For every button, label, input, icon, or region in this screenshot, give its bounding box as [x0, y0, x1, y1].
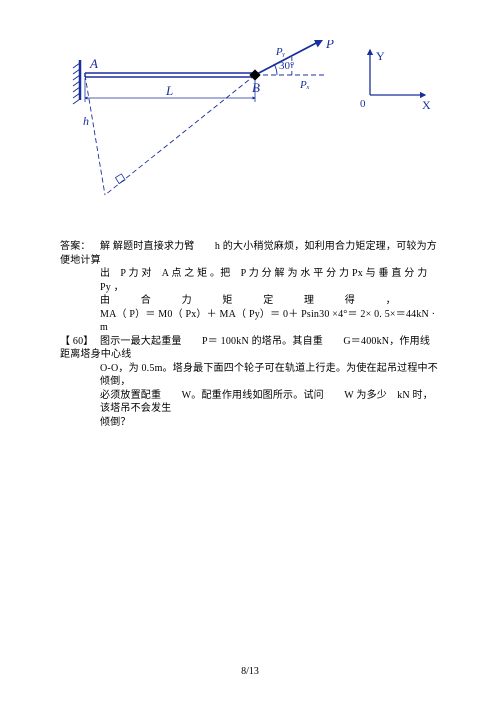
svg-text:Pᵧ: Pᵧ	[275, 46, 286, 58]
svg-text:L: L	[165, 83, 173, 98]
diagram-svg: ABLP30°PᵧPₓhYX0	[60, 40, 440, 230]
ans-line2: 出 P 力 对 A 点 之 矩 。把 P 力 分 解 为 水 平 分 力 Px …	[60, 267, 440, 294]
q-line3: 必须放置配重 W。配重作用线如图所示。试问 W 为多少 kN 时，该塔吊不会发生	[60, 389, 440, 416]
page-number: 8/13	[0, 666, 500, 677]
ans-line1: 解 解题时直接求力臂 h 的大小稍觉麻烦，如利用合力矩定理，可较为方便地计算	[60, 241, 437, 266]
ans-line3: 由 合 力 矩 定 理 得 ，	[60, 294, 440, 308]
svg-text:A: A	[89, 56, 98, 71]
body-text: 答案：解 解题时直接求力臂 h 的大小稍觉麻烦，如利用合力矩定理，可较为方便地计…	[60, 240, 440, 429]
ans-line4: MA（ P）＝ M0（ Px）＋ MA（ Py）＝ 0＋ Psin30 ×4°＝…	[60, 308, 440, 335]
svg-text:0: 0	[360, 98, 366, 110]
q-line4: 倾倒？	[60, 416, 440, 430]
question-label: 【 60】	[60, 335, 100, 349]
svg-text:P: P	[325, 40, 334, 51]
svg-text:X: X	[422, 98, 431, 112]
q-line1: 图示一最大起重量 P＝ 100kN 的塔吊。其自重 G＝400kN，作用线距离塔…	[60, 336, 430, 361]
q-line2: O-O，为 0.5m。塔身最下面四个轮子可在轨道上行走。为使在起吊过程中不倾倒，	[60, 362, 440, 389]
svg-text:B: B	[252, 80, 260, 95]
svg-text:Pₓ: Pₓ	[299, 79, 310, 91]
force-diagram: ABLP30°PᵧPₓhYX0	[60, 40, 440, 230]
svg-text:h: h	[83, 114, 89, 128]
svg-text:Y: Y	[376, 49, 385, 63]
answer-label: 答案：	[60, 240, 100, 254]
